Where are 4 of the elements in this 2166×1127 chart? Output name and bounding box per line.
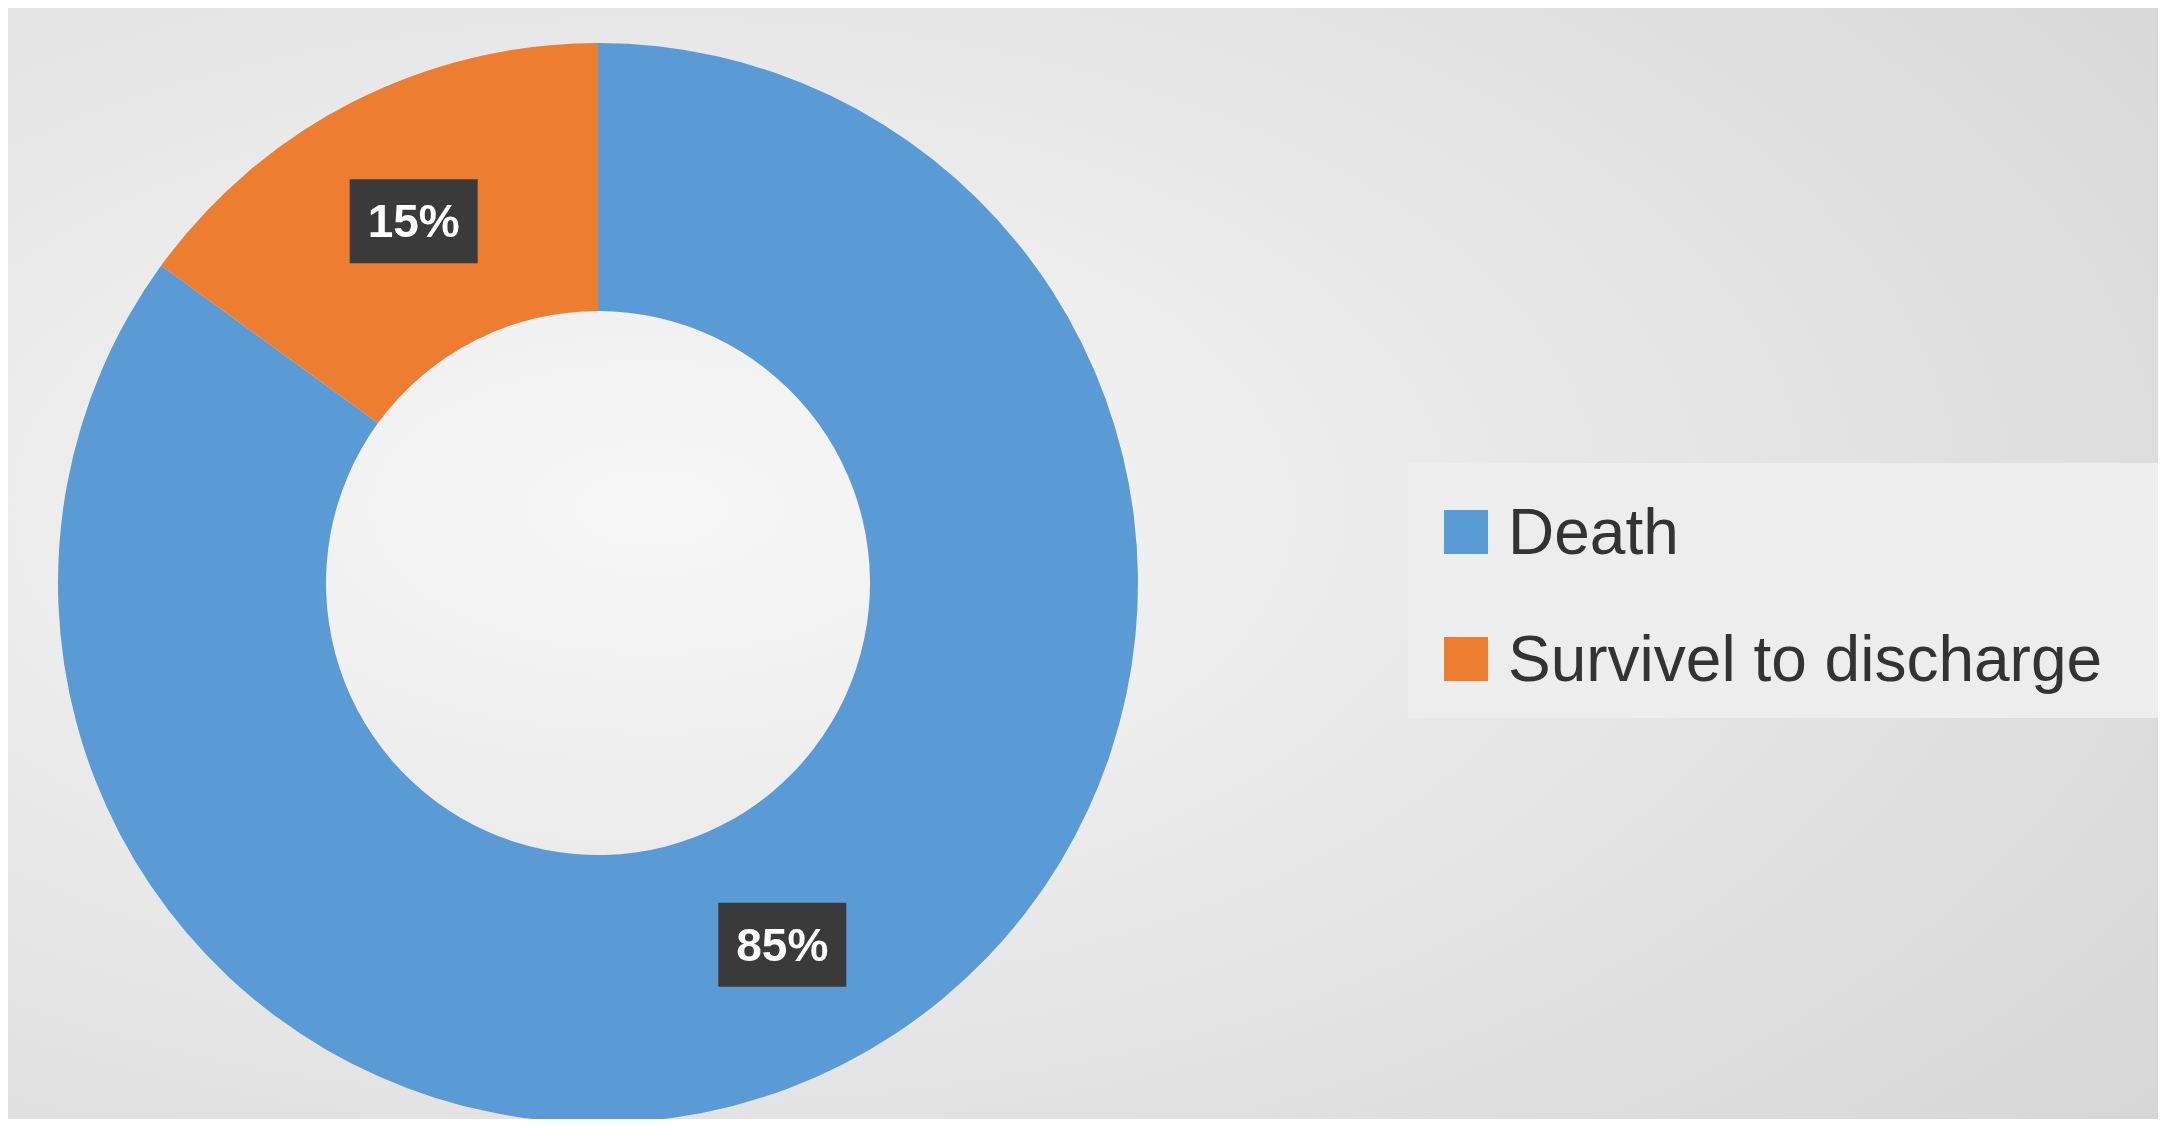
legend-label: Death	[1508, 496, 1679, 568]
data-label: 85%	[736, 918, 829, 971]
legend-label: Survivel to discharge	[1508, 623, 2103, 695]
data-label: 15%	[367, 195, 460, 248]
